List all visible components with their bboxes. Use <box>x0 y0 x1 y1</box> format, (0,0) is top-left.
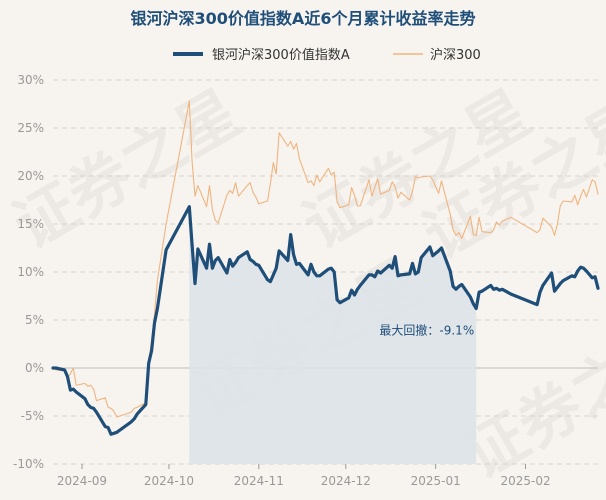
chart-title: 银河沪深300价值指数A近6个月累计收益率走势 <box>131 9 476 28</box>
x-tick-label: 2025-02 <box>500 474 550 488</box>
y-tick-label: 10% <box>17 265 44 279</box>
y-tick-label: -5% <box>21 409 44 423</box>
x-tick-label: 2024-09 <box>57 474 107 488</box>
legend-label-fund: 银河沪深300价值指数A <box>212 47 350 63</box>
y-axis: 30% 25% 20% 15% 10% 5% 0% -5% -10% <box>13 73 44 471</box>
legend-label-index: 沪深300 <box>430 47 481 63</box>
y-tick-label: -10% <box>13 457 44 471</box>
y-tick-label: 0% <box>25 361 44 375</box>
y-tick-label: 5% <box>25 313 44 327</box>
legend: 银河沪深300价值指数A 沪深300 <box>173 47 481 63</box>
series-line-fund <box>51 205 600 436</box>
drawdown-label: 最大回撤：-9.1% <box>379 322 474 337</box>
x-axis: 2024-09 2024-10 2024-11 2024-12 2025-01 2025-… <box>57 464 551 488</box>
series <box>51 100 600 436</box>
y-tick-label: 25% <box>17 121 44 135</box>
x-tick-label: 2024-12 <box>321 474 371 488</box>
x-tick-label: 2024-10 <box>144 474 194 488</box>
y-tick-label: 15% <box>17 217 44 231</box>
y-tick-label: 20% <box>17 169 44 183</box>
x-tick-label: 2024-11 <box>234 474 284 488</box>
y-tick-label: 30% <box>17 73 44 87</box>
x-tick-label: 2025-01 <box>411 474 461 488</box>
